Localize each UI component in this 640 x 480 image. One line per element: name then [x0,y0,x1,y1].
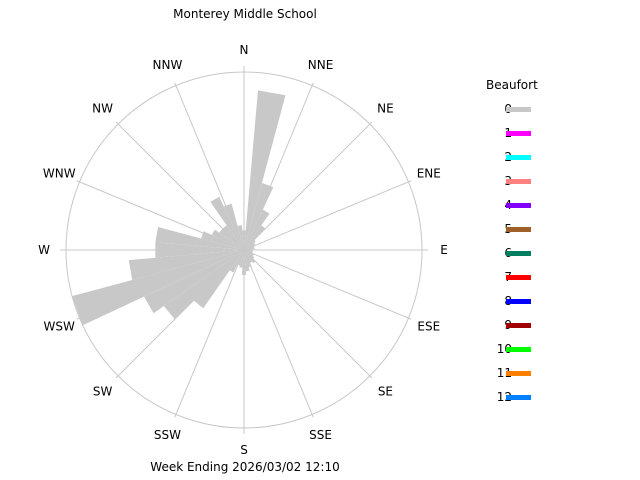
direction-label-n: N [240,43,249,57]
rose-sector [128,250,244,280]
legend-item: 7 [480,270,570,294]
direction-label-wsw: WSW [44,320,75,334]
rose-grid [60,66,428,434]
legend-item: 11 [480,366,570,390]
legend-item: 0 [480,102,570,126]
legend-item: 5 [480,222,570,246]
rose-sector [244,242,256,250]
legend-item: 12 [480,390,570,414]
direction-label-e: E [440,243,448,257]
legend-swatch [506,299,531,304]
direction-label-ne: NE [377,102,394,116]
direction-label-sw: SW [93,384,113,398]
rose-sector [155,226,244,250]
grid-spoke [243,121,373,251]
rose-sector [72,250,244,326]
rose-sector [244,209,270,250]
legend-swatch [506,371,531,376]
grid-spoke [174,82,245,251]
rose-sector [244,250,250,272]
legend-item: 10 [480,342,570,366]
rose-sector [193,250,244,309]
legend-item-label: 11 [496,366,512,380]
rose-sector [163,250,244,320]
legend-swatch [506,155,531,160]
legend-item-label: 12 [496,390,512,404]
rose-sector [211,229,244,250]
legend-item: 9 [480,318,570,342]
rose-sector [239,250,244,268]
grid-spoke [174,249,245,418]
legend-item-label: 10 [496,342,512,356]
direction-label-wnw: WNW [43,166,76,180]
legend-swatch [506,347,531,352]
grid-spoke [76,249,245,320]
legend: Beaufort 0123456789101112 [480,78,570,414]
direction-label-nnw: NNW [153,58,183,72]
chart-title: Monterey Middle School [173,7,317,21]
legend-swatch [506,275,531,280]
rose-sector [219,228,244,250]
rose-sector [244,250,253,263]
direction-label-ese: ESE [417,320,440,334]
legend-title: Beaufort [486,78,538,92]
legend-item: 4 [480,198,570,222]
grid-spoke [243,249,373,379]
grid-spoke [243,249,314,418]
rose-sector [244,90,286,250]
legend-item: 3 [480,174,570,198]
legend-swatch [506,179,531,184]
grid-spoke [243,249,412,320]
grid-spoke [115,121,245,251]
legend-swatch [506,251,531,256]
rose-petals [72,90,286,326]
rose-sector [143,250,244,314]
rose-sector [210,196,244,250]
direction-label-w: W [38,243,50,257]
rose-sector [244,225,266,250]
direction-label-s: S [240,443,248,457]
grid-spoke [115,249,245,379]
legend-swatch [506,107,531,112]
direction-label-se: SE [378,384,393,398]
legend-swatch [506,323,531,328]
rose-sector [229,250,244,273]
grid-spoke [243,82,314,251]
grid-spoke [243,180,412,251]
rose-sector [237,225,244,250]
direction-label-sse: SSE [309,428,332,442]
direction-label-nne: NNE [308,58,334,72]
legend-swatch [506,203,531,208]
direction-labels: N NNE NE ENE E ESE SE SSE S SSW SW WSW W WNW NW NNW [38,43,448,457]
grid-spoke [76,180,245,251]
rose-sector [222,225,244,250]
legend-swatch [506,395,531,400]
legend-item: 8 [480,294,570,318]
direction-label-ssw: SSW [154,428,181,442]
legend-item: 6 [480,246,570,270]
legend-swatch [506,227,531,232]
legend-item: 1 [480,126,570,150]
legend-swatch [506,131,531,136]
direction-label-ene: ENE [417,166,441,180]
direction-label-nw: NW [92,102,113,116]
legend-item: 2 [480,150,570,174]
chart-caption: Week Ending 2026/03/02 12:10 [150,460,340,474]
